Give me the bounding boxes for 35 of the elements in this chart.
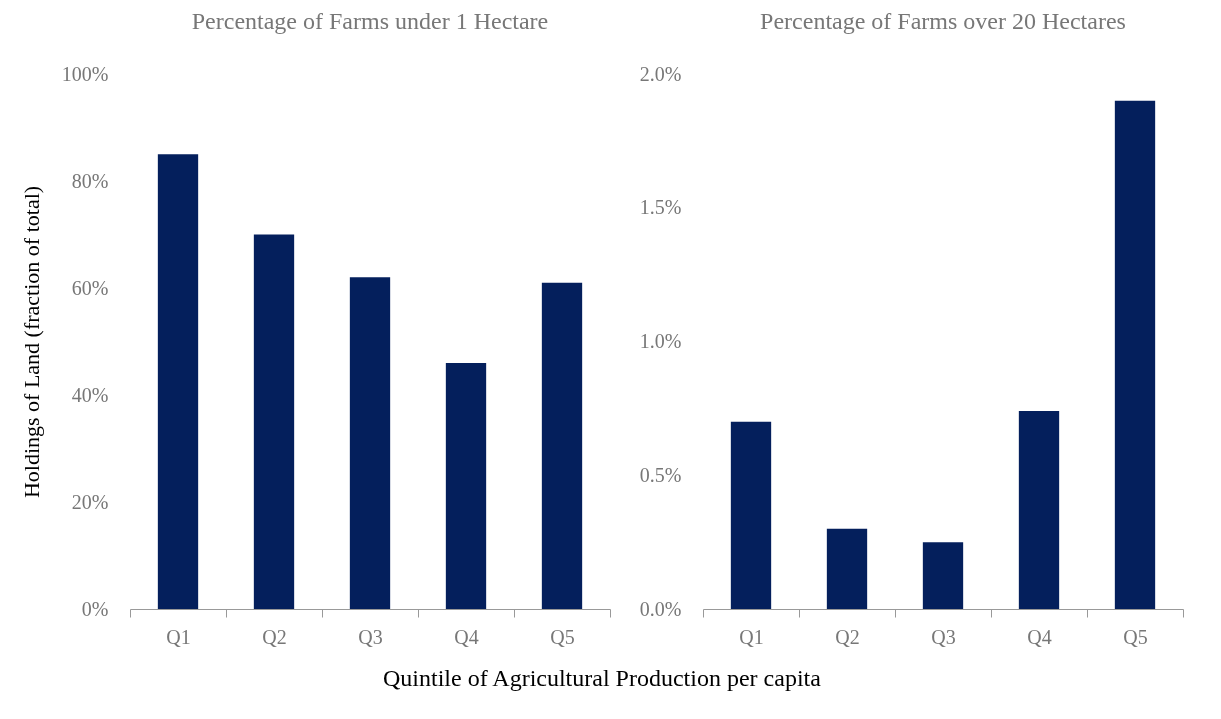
bar <box>157 154 199 609</box>
y-tick-label: 60% <box>71 276 109 299</box>
bar <box>253 234 295 609</box>
y-tick-label: 100% <box>61 62 109 85</box>
bar <box>445 362 487 609</box>
x-tick-label: Q4 <box>454 625 479 648</box>
bar <box>826 528 868 609</box>
x-tick-label: Q5 <box>1123 625 1148 648</box>
x-tick-label: Q3 <box>931 625 956 648</box>
bar <box>349 277 391 609</box>
bar <box>922 542 964 609</box>
x-tick-label: Q2 <box>835 625 860 648</box>
bar <box>1114 100 1156 609</box>
y-tick-label: 0.0% <box>639 597 682 620</box>
x-tick-label: Q1 <box>166 625 191 648</box>
bar <box>1018 411 1060 609</box>
chart-title: Percentage of Farms over 20 Hectares <box>760 8 1126 34</box>
y-tick-label: 1.0% <box>639 330 682 352</box>
y-axis-title: Holdings of Land (fraction of total) <box>18 185 44 499</box>
x-tick-label: Q3 <box>358 625 383 648</box>
y-tick-label: 2.0% <box>639 62 682 85</box>
y-tick-label: 0.5% <box>639 463 682 486</box>
y-tick-label: 20% <box>71 490 109 513</box>
x-tick-label: Q2 <box>262 625 287 648</box>
x-tick-label: Q4 <box>1027 625 1052 648</box>
y-tick-label: 80% <box>71 169 109 192</box>
bar <box>730 421 772 609</box>
x-axis-title: Quintile of Agricultural Production per capita <box>382 665 822 691</box>
x-tick-label: Q1 <box>739 625 764 648</box>
y-tick-label: 0% <box>81 597 109 620</box>
y-tick-label: 1.5% <box>639 196 682 219</box>
y-tick-label: 40% <box>71 383 109 406</box>
chart-title: Percentage of Farms under 1 Hectare <box>191 8 549 34</box>
x-tick-label: Q5 <box>550 625 575 648</box>
bar <box>541 282 583 609</box>
